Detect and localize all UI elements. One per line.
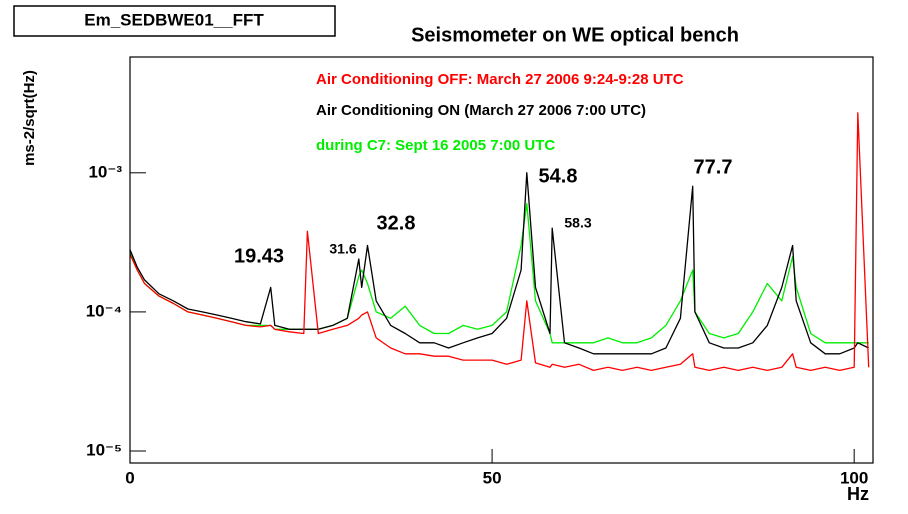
legend-entry: Air Conditioning OFF: March 27 2006 9:24…	[316, 71, 684, 88]
x-tick-label: 50	[483, 468, 502, 487]
annotation: 32.8	[377, 212, 416, 234]
plot-frame	[129, 56, 874, 464]
annotation: 19.43	[234, 245, 284, 267]
y-axis-label: ms-2/sqrt(Hz)	[21, 70, 38, 166]
series-line	[129, 172, 869, 355]
label-box	[13, 5, 336, 37]
annotation: 54.8	[539, 165, 578, 187]
series-line	[129, 112, 870, 372]
box-label: Em_SEDBWE01__FFT	[84, 10, 264, 29]
y-tick-label: 10⁻³	[88, 162, 122, 181]
y-tick-label: 10⁻⁴	[86, 301, 122, 320]
legend-entry: during C7: Sept 16 2005 7:00 UTC	[316, 137, 555, 154]
annotation: 31.6	[329, 241, 356, 257]
x-tick-label: 100	[840, 468, 868, 487]
x-tick-label: 0	[125, 468, 134, 487]
series-line	[129, 203, 869, 344]
annotation: 77.7	[694, 156, 733, 178]
annotation: 58.3	[564, 215, 591, 231]
x-axis-label: Hz	[847, 484, 869, 504]
legend-entry: Air Conditioning ON (March 27 2006 7:00 …	[316, 102, 646, 119]
y-tick-label: 10⁻⁵	[86, 440, 122, 459]
chart-title: Seismometer on WE optical bench	[411, 24, 739, 46]
plot-area	[129, 112, 870, 372]
